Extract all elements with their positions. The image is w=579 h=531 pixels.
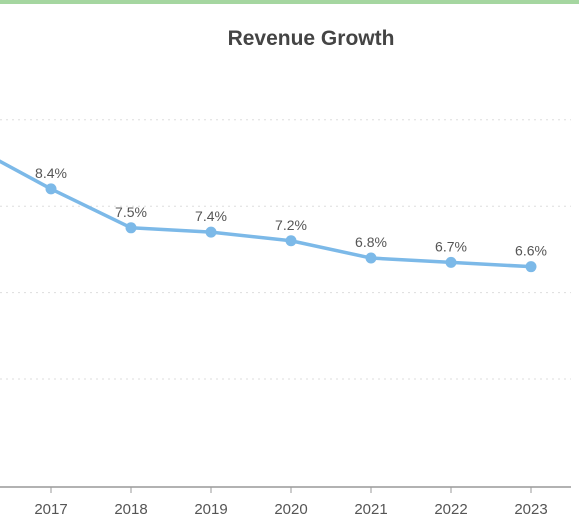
data-label: 6.6% <box>515 243 547 259</box>
data-point <box>525 261 537 273</box>
x-tick-label: 2022 <box>434 501 467 518</box>
data-label: 7.5% <box>115 204 147 220</box>
data-label: 6.7% <box>435 238 467 254</box>
data-point <box>365 252 377 264</box>
gridlines <box>0 119 571 380</box>
x-axis: 2017 2018 2019 2020 2021 2022 2023 <box>0 486 571 518</box>
series-layer <box>0 159 537 273</box>
x-tick-label: 2020 <box>274 501 307 518</box>
data-label: 6.8% <box>355 234 387 250</box>
x-tick-label: 2019 <box>194 501 227 518</box>
data-point <box>45 183 57 195</box>
data-point <box>125 222 137 234</box>
series-line <box>0 159 533 269</box>
chart-title: Revenue Growth <box>228 27 395 50</box>
x-tick-label: 2017 <box>34 501 67 518</box>
data-point <box>205 226 217 238</box>
data-point <box>285 235 297 247</box>
x-tick-label: 2018 <box>114 501 147 518</box>
data-labels: 8.4% 7.5% 7.4% 7.2% 6.8% 6.7% 6.6% <box>35 165 547 259</box>
data-label: 8.4% <box>35 165 67 181</box>
top-accent-bar <box>0 0 579 4</box>
data-point <box>445 256 457 268</box>
data-label: 7.2% <box>275 217 307 233</box>
x-tick-label: 2021 <box>354 501 387 518</box>
x-tick-label: 2023 <box>514 501 547 518</box>
data-label: 7.4% <box>195 208 227 224</box>
